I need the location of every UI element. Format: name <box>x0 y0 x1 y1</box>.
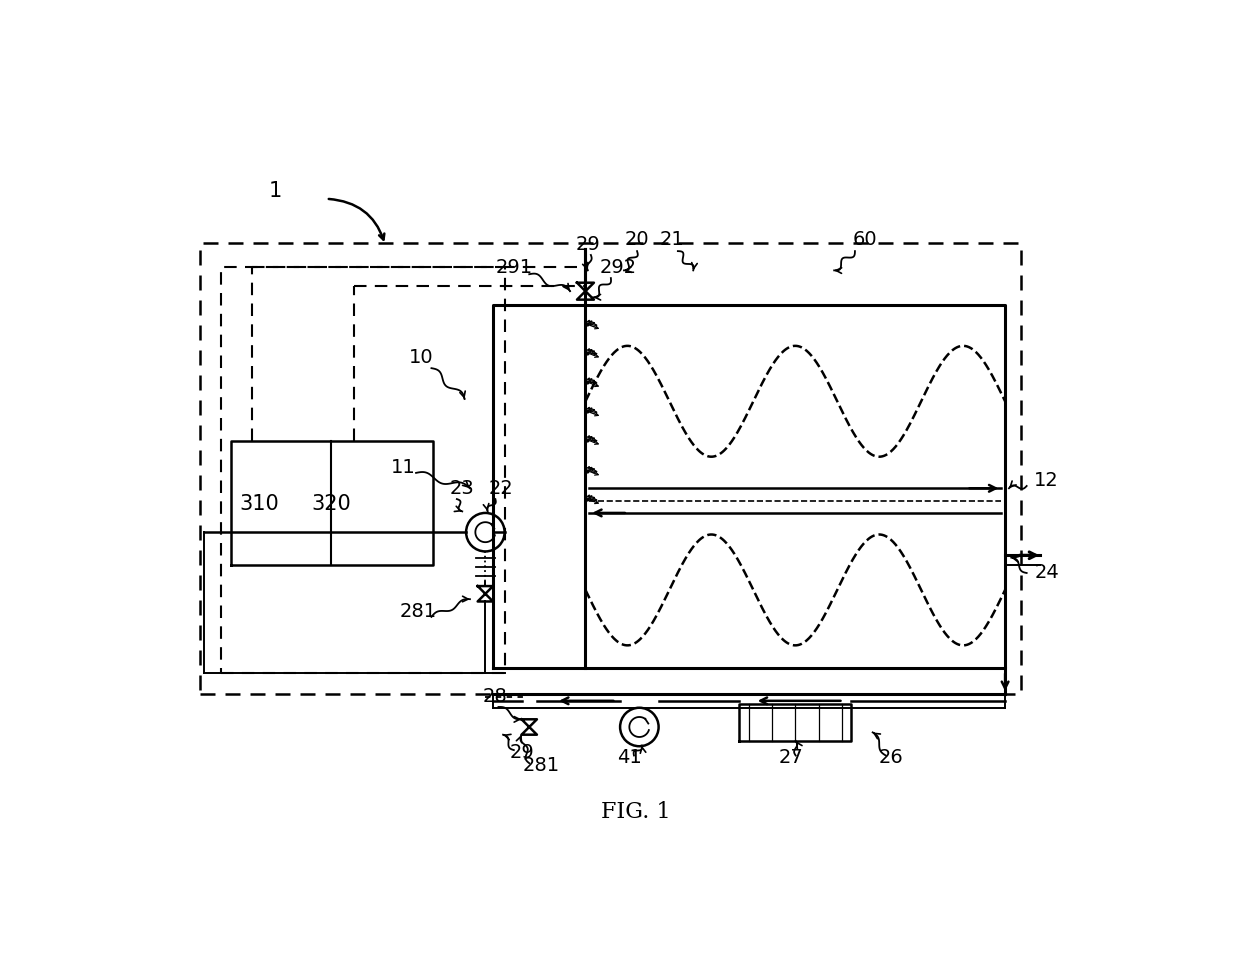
Text: 24: 24 <box>1034 564 1059 583</box>
Text: 12: 12 <box>1034 471 1059 490</box>
Text: 281: 281 <box>399 602 436 621</box>
Text: 29: 29 <box>575 234 600 254</box>
Text: FIG. 1: FIG. 1 <box>600 801 671 823</box>
Text: 1: 1 <box>269 181 281 201</box>
Text: 41: 41 <box>618 748 642 768</box>
Text: 10: 10 <box>409 347 434 367</box>
Text: 28: 28 <box>484 686 507 705</box>
Text: 11: 11 <box>391 457 415 477</box>
Text: 29: 29 <box>510 743 534 762</box>
Text: 281: 281 <box>523 756 560 775</box>
Text: 292: 292 <box>600 257 637 277</box>
Text: 60: 60 <box>853 230 877 249</box>
Text: 20: 20 <box>625 230 650 249</box>
Text: 26: 26 <box>879 748 904 768</box>
Text: 320: 320 <box>311 494 351 514</box>
Text: 22: 22 <box>489 478 513 498</box>
Text: 27: 27 <box>779 748 804 768</box>
Text: 310: 310 <box>239 494 279 514</box>
Text: 23: 23 <box>450 478 475 498</box>
Text: 21: 21 <box>660 230 684 249</box>
Text: 291: 291 <box>495 257 532 277</box>
